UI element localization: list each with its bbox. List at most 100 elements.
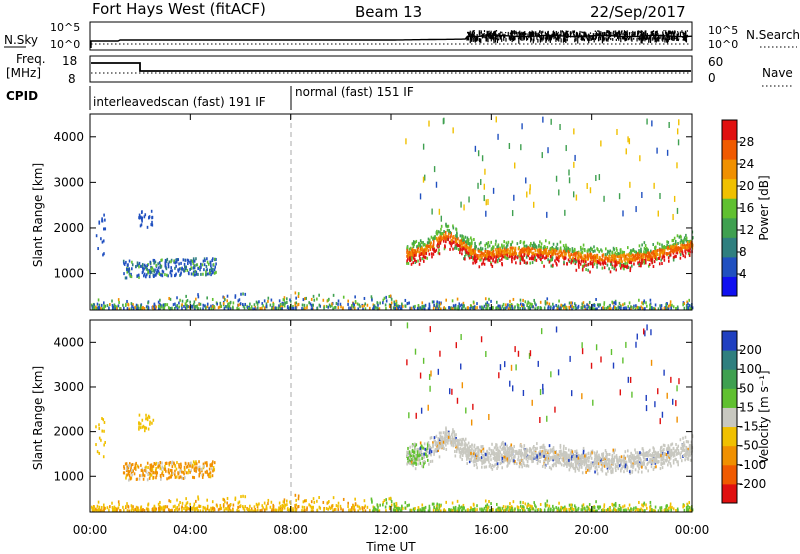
power-cell bbox=[411, 253, 414, 257]
velocity-cell bbox=[141, 418, 144, 422]
nsky-spike bbox=[542, 35, 545, 37]
power-cell bbox=[626, 261, 629, 265]
power-cell bbox=[210, 266, 213, 270]
velocity-cell bbox=[256, 503, 259, 507]
power-cell bbox=[569, 304, 572, 308]
nsky-spike bbox=[610, 37, 612, 41]
power-cell bbox=[490, 256, 493, 260]
nsky-spike bbox=[545, 33, 547, 37]
velocity-cell bbox=[103, 420, 106, 424]
velocity-cell bbox=[129, 468, 132, 472]
power-cell bbox=[470, 236, 472, 240]
power-cell bbox=[463, 241, 465, 245]
power-cell bbox=[224, 298, 226, 302]
power-cell bbox=[119, 307, 121, 311]
nsky-spike bbox=[574, 35, 576, 40]
nsky-spike bbox=[553, 36, 555, 40]
power-cell bbox=[531, 255, 533, 259]
nsky-spike bbox=[683, 33, 685, 37]
power-cell bbox=[169, 269, 172, 273]
power-cell bbox=[435, 181, 438, 188]
power-cell bbox=[675, 245, 678, 249]
nsky-spike bbox=[594, 37, 597, 41]
velocity-cell bbox=[147, 508, 150, 512]
velocity-cell bbox=[535, 505, 537, 509]
power-cell bbox=[517, 307, 519, 311]
power-cell bbox=[544, 301, 547, 305]
power-cell bbox=[492, 252, 494, 256]
power-cell bbox=[151, 220, 153, 224]
velocity-cell bbox=[172, 505, 175, 509]
power-cell bbox=[681, 245, 684, 249]
velocity-cell bbox=[469, 506, 472, 510]
power-cell bbox=[390, 301, 393, 305]
power-cell bbox=[395, 299, 397, 303]
velocity-cell bbox=[184, 461, 187, 465]
power-cell bbox=[425, 249, 427, 253]
velocity-cell bbox=[228, 507, 231, 511]
velocity-cell bbox=[193, 505, 195, 509]
power-cell bbox=[331, 304, 333, 308]
power-cell bbox=[153, 302, 156, 306]
power-cell bbox=[441, 236, 443, 240]
nsky-spike bbox=[641, 34, 643, 40]
cpid-segment-2: normal (fast) 151 IF bbox=[295, 85, 414, 99]
power-cell bbox=[588, 306, 591, 310]
velocity-cell bbox=[256, 508, 259, 512]
power-cell bbox=[294, 306, 297, 310]
power-cell bbox=[632, 258, 635, 262]
nsky-spike bbox=[620, 31, 622, 35]
power-cell bbox=[210, 307, 212, 311]
velocity-cell bbox=[202, 509, 204, 513]
velocity-cell bbox=[128, 470, 130, 474]
velocity-cell bbox=[292, 507, 294, 511]
power-cell bbox=[418, 262, 421, 266]
power-cell bbox=[348, 306, 350, 310]
power-cell bbox=[524, 244, 526, 248]
nsky-spike bbox=[532, 38, 534, 44]
velocity-cell bbox=[112, 507, 115, 511]
velocity-cell bbox=[357, 509, 360, 513]
velocity-cell bbox=[546, 499, 549, 503]
power-cell bbox=[572, 191, 575, 198]
power-cell bbox=[469, 252, 472, 256]
nsky-spike bbox=[625, 37, 628, 41]
velocity-cell bbox=[145, 417, 147, 421]
power-cell bbox=[138, 261, 141, 265]
nsky-spike bbox=[618, 36, 620, 41]
power-cell bbox=[629, 266, 632, 270]
power-cell bbox=[596, 262, 598, 266]
power-cell bbox=[627, 136, 629, 143]
velocity-cell bbox=[487, 506, 489, 510]
velocity-cell bbox=[149, 422, 151, 426]
velocity-cell bbox=[136, 464, 139, 468]
power-cell bbox=[562, 306, 565, 310]
power-cell bbox=[499, 259, 501, 263]
power-cell bbox=[659, 192, 661, 199]
power-cell bbox=[181, 303, 183, 307]
power-cell bbox=[678, 235, 681, 239]
nsky-spike bbox=[573, 30, 575, 35]
power-cell bbox=[482, 307, 485, 311]
power-cell bbox=[505, 249, 508, 253]
power-cell bbox=[98, 306, 100, 310]
power-cell bbox=[131, 260, 133, 264]
power-cell bbox=[433, 248, 435, 252]
power-cell bbox=[457, 247, 460, 251]
power-cell bbox=[164, 263, 167, 267]
power-cell bbox=[166, 257, 169, 261]
power-cell bbox=[281, 307, 283, 311]
power-cell bbox=[667, 256, 670, 260]
nsky-spike bbox=[684, 33, 686, 38]
nsky-spike bbox=[566, 34, 568, 38]
nsky-spike bbox=[596, 32, 598, 35]
velocity-cell bbox=[580, 465, 583, 469]
power-cell bbox=[601, 249, 603, 253]
velocity-cell bbox=[547, 507, 550, 511]
nsky-spike bbox=[625, 31, 627, 36]
nsky-spike bbox=[510, 37, 512, 39]
power-cell bbox=[668, 254, 671, 258]
nsky-spike bbox=[624, 38, 626, 42]
power-ytick-label: 3000 bbox=[53, 175, 84, 189]
power-cell bbox=[428, 302, 431, 306]
